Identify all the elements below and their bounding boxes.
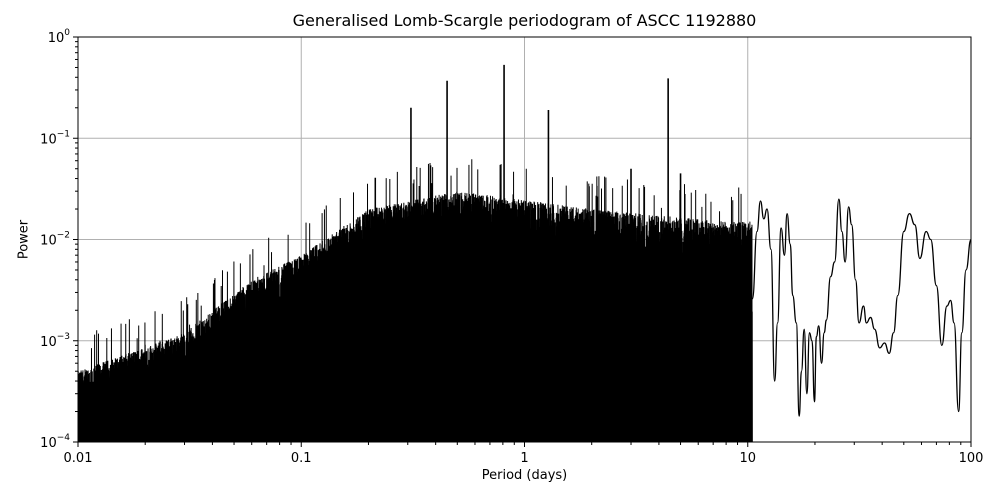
power-series bbox=[77, 64, 972, 443]
x-tick-label: 1 bbox=[520, 451, 528, 466]
x-axis-label: Period (days) bbox=[481, 468, 568, 483]
x-tick-label: 100 bbox=[959, 451, 984, 466]
y-tick-label: 100 bbox=[48, 28, 71, 46]
chart-title: Generalised Lomb-Scargle periodogram of … bbox=[292, 11, 757, 30]
x-tick-label: 0.01 bbox=[64, 451, 93, 466]
x-tick-label: 0.1 bbox=[291, 451, 312, 466]
y-tick-label: 10−4 bbox=[40, 433, 70, 451]
y-tick-label: 10−1 bbox=[40, 129, 70, 147]
y-tick-label: 10−2 bbox=[40, 231, 70, 249]
y-tick-label: 10−3 bbox=[40, 332, 70, 350]
x-tick-label: 10 bbox=[739, 451, 756, 466]
